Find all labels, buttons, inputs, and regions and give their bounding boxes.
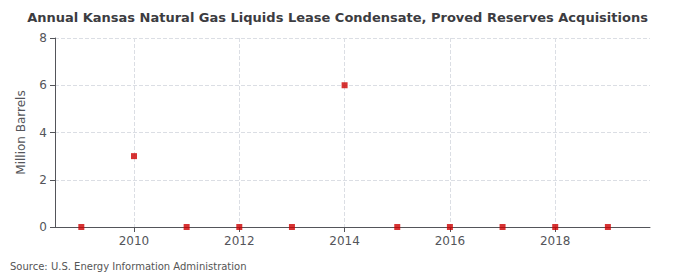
svg-text:Million Barrels: Million Barrels	[14, 90, 28, 174]
svg-text:2: 2	[39, 173, 47, 187]
svg-text:Annual Kansas Natural Gas Liqu: Annual Kansas Natural Gas Liquids Lease …	[27, 10, 648, 25]
svg-text:4: 4	[39, 126, 47, 140]
svg-text:2016: 2016	[435, 234, 466, 248]
svg-text:2010: 2010	[119, 234, 150, 248]
svg-text:2014: 2014	[329, 234, 360, 248]
svg-text:8: 8	[39, 31, 47, 45]
svg-text:6: 6	[39, 78, 47, 92]
svg-text:Source: U.S. Energy Informatio: Source: U.S. Energy Information Administ…	[10, 261, 247, 272]
svg-text:0: 0	[39, 220, 47, 234]
svg-text:2018: 2018	[540, 234, 571, 248]
svg-text:2012: 2012	[224, 234, 255, 248]
